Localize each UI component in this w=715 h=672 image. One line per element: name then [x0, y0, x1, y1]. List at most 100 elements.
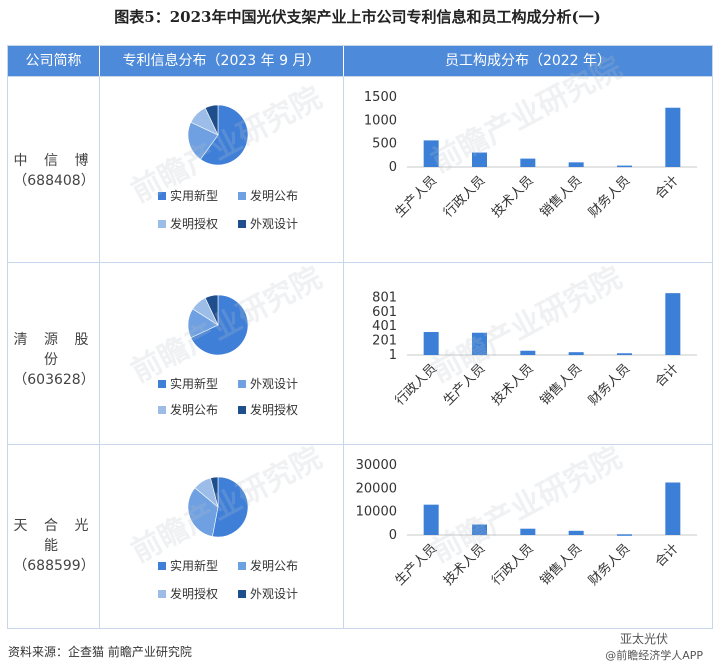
brand-bottom: @前瞻经济学人APP — [605, 647, 703, 663]
legend-item: 发明授权 — [158, 215, 218, 232]
legend-swatch — [238, 192, 246, 200]
bar-财务人员 — [617, 166, 632, 168]
legend-item: 发明授权 — [238, 401, 298, 418]
legend-swatch — [158, 562, 166, 570]
legend-item: 发明授权 — [158, 585, 218, 602]
staff-bar-chart: 150010005000生产人员行政人员技术人员销售人员财务人员合计 — [345, 77, 711, 261]
y-tick-label: 1000 — [364, 113, 397, 128]
x-tick-label: 行政人员 — [441, 173, 488, 220]
staff-bar-chart: 8016014012011行政人员生产人员技术人员销售人员财务人员合计 — [345, 263, 711, 443]
legend-swatch — [158, 590, 166, 598]
company-code: （603628） — [8, 369, 100, 389]
legend-swatch — [238, 220, 246, 228]
company-name: 清 源 股 份 （603628） — [8, 329, 100, 389]
company-name-text: 中 信 博 — [8, 150, 100, 170]
x-tick-label: 合计 — [653, 541, 682, 570]
legend-label: 发明授权 — [250, 403, 298, 417]
legend-label: 发明授权 — [170, 587, 218, 601]
y-tick-label: 801 — [372, 290, 397, 305]
y-tick-label: 500 — [372, 137, 397, 152]
legend-item: 实用新型 — [158, 557, 218, 574]
x-tick-label: 行政人员 — [393, 361, 440, 408]
x-tick-label: 行政人员 — [489, 541, 536, 588]
legend-label: 发明公布 — [250, 559, 298, 573]
legend-item: 实用新型 — [158, 187, 218, 204]
x-tick-label: 合计 — [653, 361, 682, 390]
bar-销售人员 — [569, 352, 584, 355]
bar-销售人员 — [569, 531, 584, 535]
x-tick-label: 财务人员 — [585, 173, 633, 221]
data-table: 公司简称 专利信息分布（2023 年 9 月） 员工构成分布（2022 年） 中… — [7, 45, 713, 629]
legend-swatch — [158, 220, 166, 228]
bar-生产人员 — [424, 505, 439, 535]
bar-财务人员 — [617, 534, 632, 536]
bar-合计 — [665, 108, 680, 167]
company-name: 天 合 光 能 （688599） — [8, 515, 100, 575]
company-name: 中 信 博 （688408） — [8, 150, 100, 190]
y-tick-label: 1500 — [364, 90, 397, 105]
header-patent: 专利信息分布（2023 年 9 月） — [100, 46, 344, 76]
x-tick-label: 销售人员 — [537, 541, 585, 589]
bar-合计 — [665, 293, 680, 355]
patent-pie-chart — [168, 85, 268, 185]
x-tick-label: 技术人员 — [489, 361, 536, 408]
table-row: 中 信 博 （688408） 实用新型 发明公布 发明授权 外观设计 1500 1… — [8, 76, 712, 262]
x-tick-label: 合计 — [653, 173, 682, 202]
table-row: 天 合 光 能 （688599） 实用新型 发明公布 发明授权 外观设计 300… — [8, 444, 712, 628]
y-tick-label: 1 — [389, 348, 397, 363]
bar-技术人员 — [520, 351, 535, 355]
company-name-text: 天 合 光 能 — [8, 515, 100, 555]
bar-财务人员 — [617, 353, 632, 355]
legend-label: 发明授权 — [170, 217, 218, 231]
bar-生产人员 — [424, 140, 439, 167]
legend-item: 外观设计 — [238, 215, 298, 232]
x-tick-label: 技术人员 — [489, 173, 536, 220]
legend-item: 外观设计 — [238, 375, 298, 392]
legend-item: 发明公布 — [238, 557, 298, 574]
legend-swatch — [158, 192, 166, 200]
company-code: （688599） — [8, 555, 100, 575]
staff-bar-chart: 3000020000100000生产人员技术人员行政人员销售人员财务人员合计 — [345, 445, 711, 627]
x-tick-label: 技术人员 — [441, 541, 488, 588]
legend-label: 外观设计 — [250, 587, 298, 601]
bar-行政人员 — [520, 529, 535, 535]
y-tick-label: 401 — [372, 319, 397, 334]
legend-label: 实用新型 — [170, 189, 218, 203]
pie-legend: 实用新型 外观设计 发明公布 发明授权 — [158, 375, 338, 425]
legend-label: 发明公布 — [250, 189, 298, 203]
legend-item: 发明公布 — [238, 187, 298, 204]
x-tick-label: 财务人员 — [585, 361, 633, 409]
header-company: 公司简称 — [8, 46, 100, 76]
y-tick-label: 20000 — [356, 481, 397, 496]
x-tick-label: 财务人员 — [585, 541, 633, 589]
brand-top: 亚太光伏 — [620, 630, 668, 647]
legend-swatch — [238, 590, 246, 598]
bar-技术人员 — [520, 159, 535, 167]
legend-swatch — [158, 380, 166, 388]
x-tick-label: 生产人员 — [393, 173, 440, 220]
company-code: （688408） — [8, 170, 100, 190]
legend-item: 外观设计 — [238, 585, 298, 602]
x-tick-label: 生产人员 — [441, 361, 488, 408]
legend-label: 实用新型 — [170, 559, 218, 573]
y-tick-label: 30000 — [356, 458, 397, 473]
bar-技术人员 — [472, 525, 487, 536]
source-note: 资料来源：企查猫 前瞻产业研究院 — [8, 643, 192, 660]
bar-生产人员 — [472, 333, 487, 355]
figure-title: 图表5：2023年中国光伏支架产业上市公司专利信息和员工构成分析(一) — [0, 6, 715, 27]
y-tick-label: 10000 — [356, 505, 397, 520]
legend-swatch — [238, 406, 246, 414]
legend-label: 实用新型 — [170, 377, 218, 391]
legend-swatch — [238, 562, 246, 570]
legend-swatch — [238, 380, 246, 388]
patent-pie-chart — [168, 275, 268, 375]
legend-label: 外观设计 — [250, 217, 298, 231]
bar-合计 — [665, 483, 680, 536]
header-staff: 员工构成分布（2022 年） — [344, 46, 712, 76]
legend-label: 外观设计 — [250, 377, 298, 391]
legend-label: 发明公布 — [170, 403, 218, 417]
x-tick-label: 销售人员 — [537, 361, 585, 409]
y-tick-label: 601 — [372, 305, 397, 320]
y-tick-label: 0 — [389, 160, 397, 175]
legend-swatch — [158, 406, 166, 414]
